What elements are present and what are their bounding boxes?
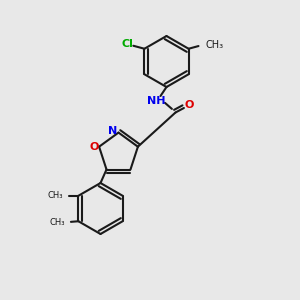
Text: CH₃: CH₃	[205, 40, 223, 50]
Text: CH₃: CH₃	[48, 191, 63, 200]
Text: CH₃: CH₃	[50, 218, 65, 227]
Text: O: O	[184, 100, 194, 110]
Text: Cl: Cl	[122, 39, 134, 49]
Text: N: N	[109, 126, 118, 136]
Text: NH: NH	[147, 95, 165, 106]
Text: O: O	[89, 142, 98, 152]
